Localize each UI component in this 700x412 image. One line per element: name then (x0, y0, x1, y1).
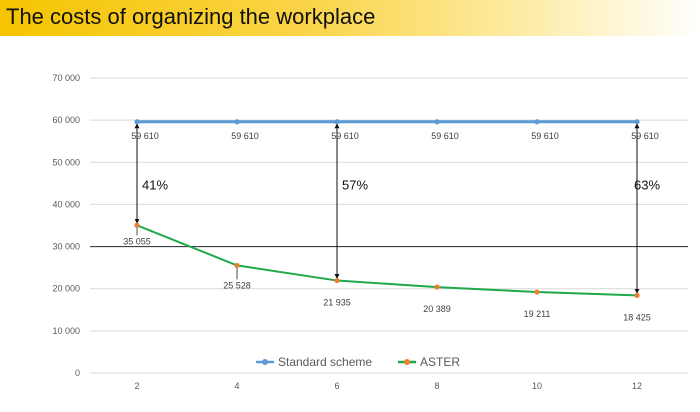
series (134, 119, 640, 298)
standard-scheme-point (634, 119, 640, 125)
x-tick-label: 8 (434, 381, 439, 391)
standard-scheme-data-label: 59 610 (231, 131, 259, 141)
x-tick-label: 10 (532, 381, 542, 391)
y-tick-label: 30 000 (52, 242, 80, 252)
y-tick-label: 0 (75, 368, 80, 378)
standard-scheme-point (434, 119, 440, 125)
aster-point (534, 289, 540, 295)
savings-arrows: 41% 57% 63% (134, 123, 660, 294)
aster-data-label: 21 935 (323, 298, 351, 308)
y-tick-label: 50 000 (52, 157, 80, 167)
x-tick-label: 2 (134, 381, 139, 391)
savings-percent-label: 41% (142, 178, 168, 193)
costs-line-chart: 0 10 000 20 000 30 000 40 000 50 000 60 000 70 … (52, 73, 688, 391)
y-tick-label: 20 000 (52, 284, 80, 294)
standard-scheme-point (534, 119, 540, 125)
title-bar: The costs of organizing the workplace (0, 0, 700, 36)
standard-scheme-legend-label: Standard scheme (278, 355, 372, 369)
y-tick-label: 10 000 (52, 326, 80, 336)
aster-data-label: 20 389 (423, 304, 451, 314)
standard-scheme-point (234, 119, 240, 125)
x-tick-label: 4 (234, 381, 239, 391)
y-axis-ticks: 0 10 000 20 000 30 000 40 000 50 000 60 000 70 … (52, 73, 80, 378)
standard-scheme-legend-marker (262, 359, 268, 365)
standard-scheme-data-label: 59 610 (331, 131, 359, 141)
standard-scheme-data-label: 59 610 (631, 131, 659, 141)
standard-scheme-data-label: 59 610 (531, 131, 559, 141)
aster-line (136, 224, 638, 297)
y-tick-label: 70 000 (52, 73, 80, 83)
standard-scheme-data-label: 59 610 (131, 131, 159, 141)
savings-percent-label: 57% (342, 178, 368, 193)
standard-scheme-point (334, 119, 340, 125)
x-tick-label: 12 (632, 381, 642, 391)
aster-point (234, 262, 240, 269)
aster-data-label: 25 528 (223, 280, 251, 290)
aster-data-label: 18 425 (623, 312, 651, 322)
data-labels: 59 610 59 610 59 610 59 610 59 610 59 610 35 0… (123, 131, 659, 323)
aster-legend-label: ASTER (420, 355, 460, 369)
standard-scheme-data-label: 59 610 (431, 131, 459, 141)
aster-point (134, 222, 140, 228)
standard-scheme-point (134, 119, 140, 125)
savings-percent-label: 63% (634, 178, 660, 193)
aster-legend-marker (404, 359, 410, 365)
aster-data-label: 19 211 (524, 309, 551, 319)
x-tick-label: 6 (334, 381, 339, 391)
aster-point (334, 277, 340, 284)
aster-point (634, 292, 640, 298)
aster-data-label: 35 055 (123, 236, 151, 246)
y-tick-label: 40 000 (52, 199, 80, 209)
y-tick-label: 60 000 (52, 115, 80, 125)
x-axis-ticks: 2 4 6 8 10 12 (134, 381, 642, 391)
page-title: The costs of organizing the workplace (6, 4, 376, 29)
legend: Standard scheme ASTER (256, 355, 460, 369)
aster-point (434, 284, 440, 290)
